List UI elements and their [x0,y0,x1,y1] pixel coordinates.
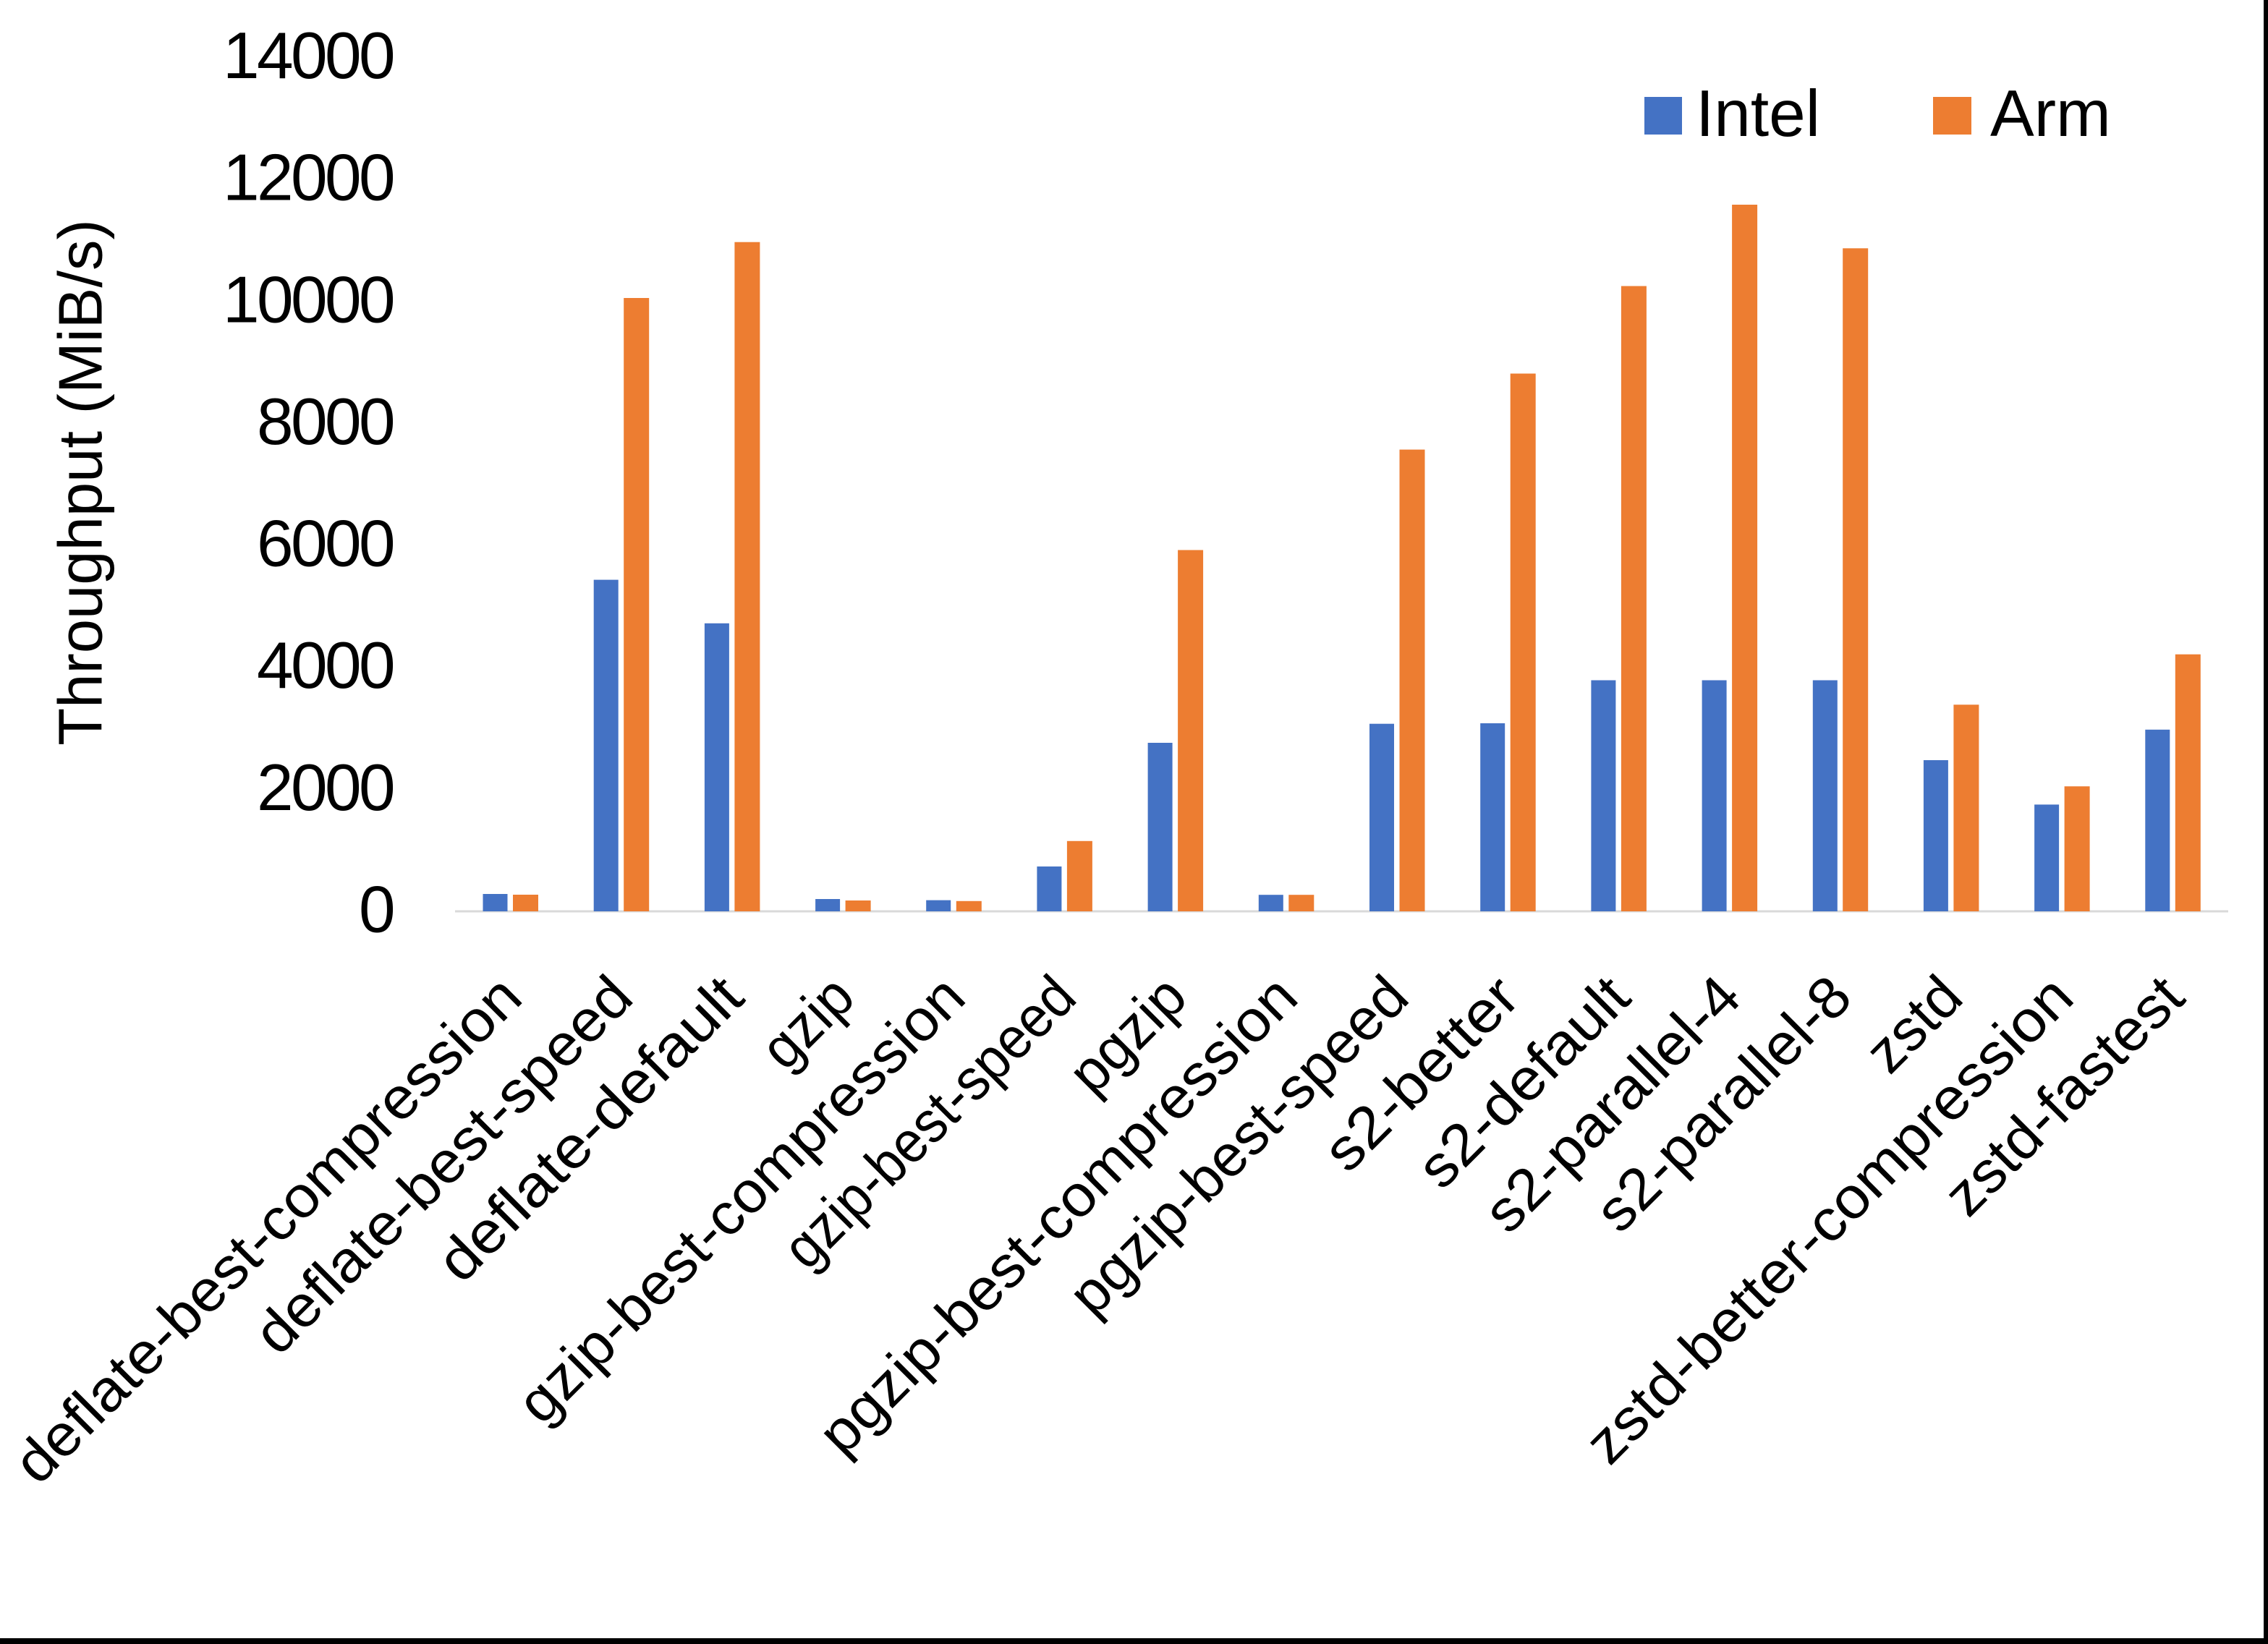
svg-text:Arm: Arm [1990,77,2111,150]
svg-text:Throughput (MiB/s): Throughput (MiB/s) [47,219,116,745]
svg-text:6000: 6000 [257,508,394,581]
svg-text:14000: 14000 [223,20,394,93]
svg-text:Intel: Intel [1696,77,1820,150]
svg-text:10000: 10000 [223,263,394,336]
svg-text:8000: 8000 [257,386,394,459]
svg-text:12000: 12000 [223,142,394,215]
svg-text:4000: 4000 [257,629,394,702]
svg-text:2000: 2000 [257,751,394,825]
svg-text:0: 0 [359,874,394,947]
